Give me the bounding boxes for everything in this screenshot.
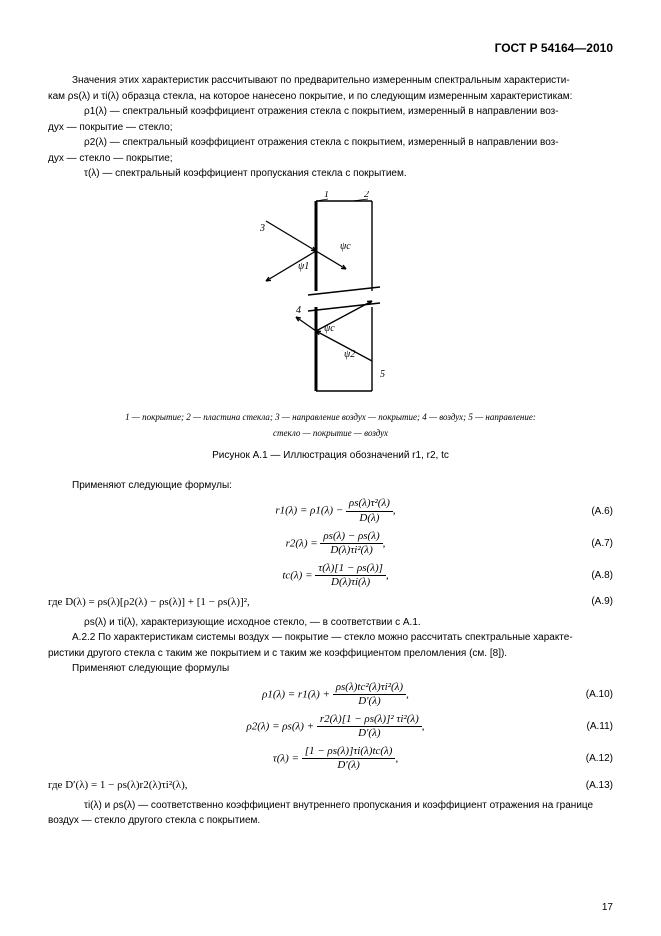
eq-tag: (А.11) xyxy=(563,720,613,734)
intro-p3a: ρ1(λ) — спектральный коэффициент отражен… xyxy=(48,105,613,119)
eq-tag: (А.10) xyxy=(563,688,613,702)
equation-a7: r2(λ) = ρs(λ) − ρs(λ)D(λ)τi²(λ), (А.7) xyxy=(48,531,613,557)
formulas-intro: Применяют следующие формулы: xyxy=(48,479,613,493)
equation-a9: где D(λ) = ρs(λ)[ρ2(λ) − ρs(λ)] + [1 − ρ… xyxy=(48,595,613,610)
eq-tag: (А.12) xyxy=(563,752,613,766)
intro-p4b: дух — стекло — покрытие; xyxy=(48,152,613,166)
figure-caption: Рисунок А.1 — Иллюстрация обозначений r1… xyxy=(48,449,613,463)
svg-text:3: 3 xyxy=(259,223,265,234)
intro-p2: кам ρs(λ) и τi(λ) образца стекла, на кот… xyxy=(48,90,613,104)
equation-a11: ρ2(λ) = ρs(λ) + r2(λ)[1 − ρs(λ)]² τi²(λ)… xyxy=(48,714,613,740)
eq-tag: (А.8) xyxy=(563,569,613,583)
formulas-intro2: Применяют следующие формулы xyxy=(48,662,613,676)
equation-a10: ρ1(λ) = r1(λ) + ρs(λ)tc²(λ)τi²(λ)D′(λ), … xyxy=(48,682,613,708)
intro-p5: τ(λ) — спектральный коэффициент пропуска… xyxy=(48,167,613,181)
eq-tag: (А.13) xyxy=(563,779,613,793)
post9-3: ристики другого стекла с таким же покрыт… xyxy=(48,647,613,661)
equation-a8: tc(λ) = τ(λ)[1 − ρs(λ)]D(λ)τi(λ), (А.8) xyxy=(48,563,613,589)
intro-p4a: ρ2(λ) — спектральный коэффициент отражен… xyxy=(48,136,613,150)
intro-p1: Значения этих характеристик рассчитывают… xyxy=(48,74,613,88)
svg-text:ψ2: ψ2 xyxy=(344,349,355,360)
eq-tag: (А.7) xyxy=(563,537,613,551)
svg-text:ψ1: ψ1 xyxy=(298,261,309,272)
equation-a6: r1(λ) = ρ1(λ) − ρs(λ)τ²(λ)D(λ), (А.6) xyxy=(48,498,613,524)
svg-text:5: 5 xyxy=(380,369,385,380)
svg-text:ψc: ψc xyxy=(324,323,335,334)
figure-svg: 1 2 3 4 5 ψc ψ1 ψc ψ2 xyxy=(246,191,416,401)
eq-tag: (А.9) xyxy=(563,595,613,609)
svg-text:2: 2 xyxy=(364,191,369,200)
doc-header: ГОСТ Р 54164—2010 xyxy=(48,40,613,56)
post9-1: ρs(λ) и τi(λ), характеризующие исходное … xyxy=(48,616,613,630)
intro-p3b: дух — покрытие — стекло; xyxy=(48,121,613,135)
page-number: 17 xyxy=(602,901,613,915)
post13-2: воздух — стекло другого стекла с покрыти… xyxy=(48,814,613,828)
figure-a1: 1 2 3 4 5 ψc ψ1 ψc ψ2 xyxy=(48,191,613,406)
svg-text:ψc: ψc xyxy=(340,241,351,252)
post13-1: τi(λ) и ρs(λ) — соответственно коэффицие… xyxy=(48,799,613,813)
equation-a13: где D′(λ) = 1 − ρs(λ)r2(λ)τi²(λ), (А.13) xyxy=(48,778,613,793)
svg-text:4: 4 xyxy=(296,305,301,316)
figure-legend2: стекло — покрытие — воздух xyxy=(48,427,613,439)
svg-text:1: 1 xyxy=(324,191,329,200)
page: ГОСТ Р 54164—2010 Значения этих характер… xyxy=(0,0,661,936)
figure-legend: 1 — покрытие; 2 — пластина стекла; 3 — н… xyxy=(48,411,613,423)
equation-a12: τ(λ) = [1 − ρs(λ)]τi(λ)tc(λ)D′(λ), (А.12… xyxy=(48,746,613,772)
post9-2: А.2.2 По характеристикам системы воздух … xyxy=(48,631,613,645)
eq-tag: (А.6) xyxy=(563,505,613,519)
